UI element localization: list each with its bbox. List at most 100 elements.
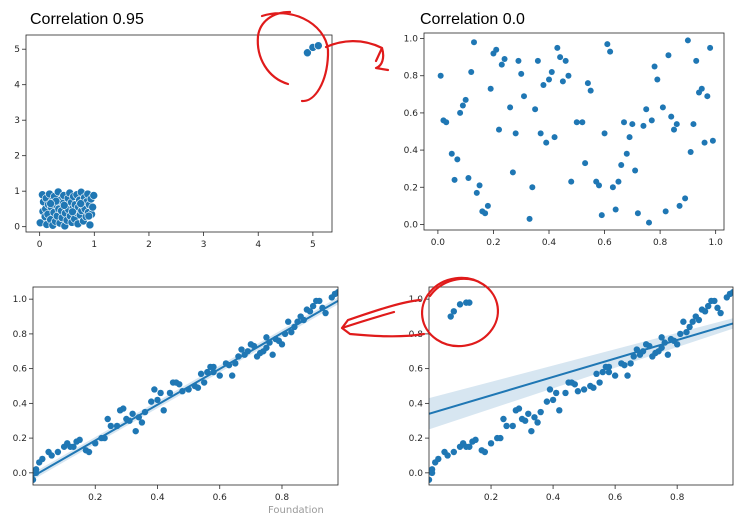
data-point xyxy=(573,119,580,126)
data-point xyxy=(646,219,652,226)
data-point xyxy=(571,381,578,388)
data-point xyxy=(509,422,516,430)
data-point xyxy=(562,57,569,64)
data-point xyxy=(59,201,69,210)
data-point xyxy=(658,334,665,341)
data-point xyxy=(204,368,211,376)
data-point xyxy=(300,316,307,324)
data-point xyxy=(673,341,681,348)
data-point xyxy=(138,419,146,426)
data-point xyxy=(609,184,616,191)
x-tick-label: 0.0 xyxy=(431,238,446,248)
data-point xyxy=(498,61,505,68)
data-point xyxy=(497,434,504,442)
data-point xyxy=(646,342,653,350)
data-point xyxy=(448,150,455,157)
data-point xyxy=(322,309,329,317)
data-point xyxy=(590,384,597,391)
data-point xyxy=(621,361,628,369)
data-point xyxy=(435,455,442,463)
data-point xyxy=(518,70,525,77)
data-point xyxy=(244,348,251,355)
data-point xyxy=(334,289,338,296)
data-point xyxy=(473,189,480,196)
data-point xyxy=(671,126,677,133)
data-point xyxy=(463,443,470,450)
data-point xyxy=(225,361,233,369)
x-tick-label: 0.2 xyxy=(486,238,500,248)
data-point xyxy=(185,386,192,393)
data-point xyxy=(68,207,77,217)
data-point xyxy=(496,126,502,133)
data-point xyxy=(534,57,541,64)
data-point xyxy=(176,381,183,388)
data-point xyxy=(582,160,589,167)
data-point xyxy=(554,44,561,51)
data-point xyxy=(568,178,575,185)
data-point xyxy=(472,436,479,444)
data-point xyxy=(306,308,314,315)
plot-frame xyxy=(25,34,333,233)
data-point xyxy=(525,410,532,417)
data-point xyxy=(129,410,136,417)
data-point xyxy=(729,289,733,296)
data-point xyxy=(429,466,436,473)
regression-line xyxy=(33,300,338,478)
data-point xyxy=(457,109,464,116)
y-tick-label: 0.2 xyxy=(404,183,418,193)
data-point xyxy=(263,344,270,351)
data-point xyxy=(429,476,433,483)
data-point xyxy=(593,370,600,378)
data-point xyxy=(664,351,672,358)
x-tick-label: 0.4 xyxy=(542,238,557,248)
data-point xyxy=(48,452,55,459)
data-point xyxy=(113,422,121,430)
data-point xyxy=(612,206,619,213)
data-point xyxy=(676,202,683,209)
data-point xyxy=(281,330,289,338)
data-point xyxy=(263,334,270,341)
data-point xyxy=(101,434,108,442)
data-point xyxy=(107,422,115,430)
data-point xyxy=(126,417,133,424)
data-point xyxy=(314,41,323,50)
data-point xyxy=(493,46,500,53)
data-point xyxy=(686,323,693,331)
data-point xyxy=(512,130,519,137)
data-point xyxy=(579,119,586,126)
data-point xyxy=(624,372,631,379)
data-point xyxy=(319,304,326,312)
data-point xyxy=(658,344,665,351)
data-point xyxy=(704,302,712,310)
data-point xyxy=(84,211,94,221)
data-point xyxy=(709,137,716,144)
data-point xyxy=(210,363,217,371)
data-point xyxy=(683,328,690,336)
data-point xyxy=(682,195,689,202)
y-tick-label: 0.0 xyxy=(409,469,424,479)
y-tick-label: 0.4 xyxy=(404,146,419,156)
y-tick-label: 0.2 xyxy=(409,434,423,444)
y-tick-label: 1.0 xyxy=(13,295,28,305)
annotation-arrow-right-icon xyxy=(324,40,390,72)
data-point xyxy=(677,330,684,338)
x-tick-label: 0.8 xyxy=(670,493,685,503)
data-point xyxy=(551,134,558,141)
data-point xyxy=(690,121,697,128)
y-tick-label: 1 xyxy=(14,187,20,197)
data-point xyxy=(210,368,217,376)
data-point xyxy=(288,328,295,336)
data-point xyxy=(584,80,591,87)
data-point xyxy=(598,212,605,219)
data-point xyxy=(698,85,705,92)
data-point xyxy=(605,368,613,376)
data-point xyxy=(601,130,608,137)
data-point xyxy=(546,76,552,83)
y-tick-label: 4 xyxy=(14,81,20,91)
data-point xyxy=(89,191,99,200)
data-point xyxy=(596,182,602,189)
y-tick-label: 0.6 xyxy=(404,109,419,119)
data-point xyxy=(599,368,606,376)
data-point xyxy=(540,82,547,89)
data-point xyxy=(232,360,239,367)
